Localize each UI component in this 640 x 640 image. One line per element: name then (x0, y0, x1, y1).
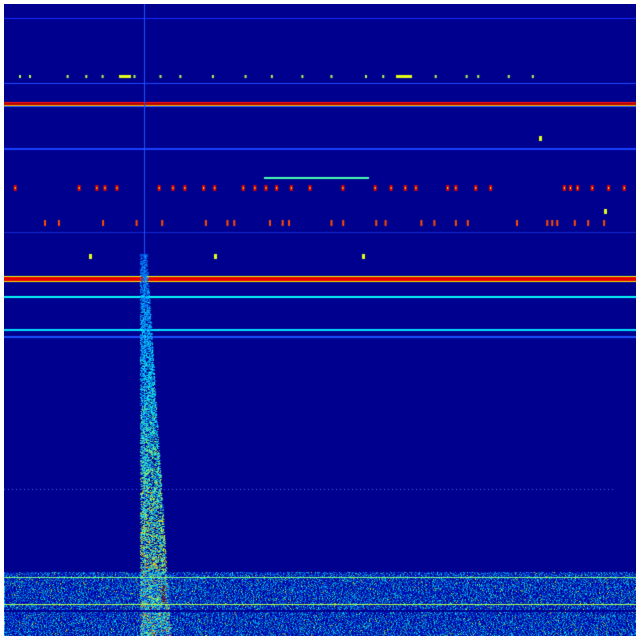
spectrogram-image (4, 4, 636, 636)
spectrogram-canvas (4, 4, 636, 636)
